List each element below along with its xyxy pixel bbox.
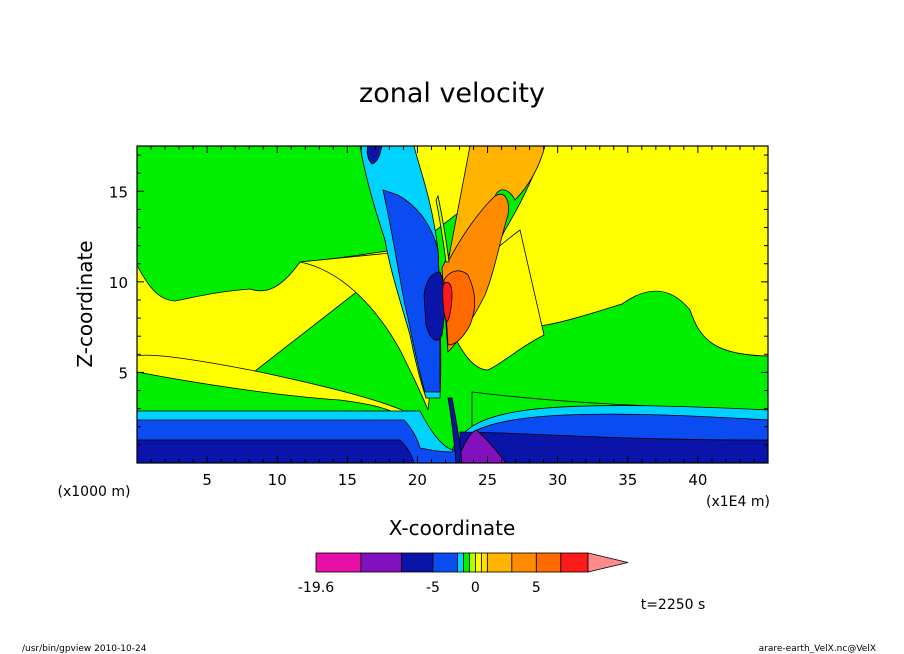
region-darkblue-bottom (137, 439, 415, 463)
colorbar-extend-arrow (587, 552, 629, 573)
region-darkblue-plume-top (366, 146, 383, 165)
colorbar-label: 0 (471, 580, 480, 596)
plot-frame (136, 145, 769, 464)
colorbar-swatch (474, 552, 482, 573)
x-tick-label: 20 (408, 471, 427, 489)
region-blue-plume (382, 189, 441, 393)
colorbar-swatch (560, 552, 589, 573)
region-lightgreen-streak (435, 194, 450, 263)
x-tick-label: 40 (688, 471, 707, 489)
y-axis-label: Z-coordinate (73, 240, 97, 367)
colorbar-swatch (315, 552, 362, 573)
region-red-core (442, 281, 453, 323)
x-tick-label: 5 (202, 471, 212, 489)
x-tick-label: 10 (268, 471, 287, 489)
colorbar-swatch (463, 552, 470, 573)
colorbar-swatch (535, 552, 562, 573)
region-darkblue-column (447, 397, 463, 463)
footer-left: /usr/bin/gpview 2010-10-24 (22, 644, 147, 654)
x-tick-label: 15 (338, 471, 357, 489)
footer-right: arare-earth_VelX.nc@VelX (759, 644, 876, 654)
z-unit-label: (x1000 m) (58, 484, 131, 500)
y-tick-label: 5 (118, 364, 128, 382)
colorbar: -19.6 -5 0 5 (298, 552, 629, 596)
x-unit-label: (x1E4 m) (706, 494, 770, 510)
y-tick-label: 15 (109, 183, 128, 201)
colorbar-swatch (401, 552, 434, 573)
colorbar-swatch (360, 552, 403, 573)
colorbar-swatch (486, 552, 513, 573)
colorbar-swatch (469, 552, 476, 573)
colorbar-swatch (432, 552, 458, 573)
time-label: t=2250 s (641, 597, 706, 613)
plot-area (137, 146, 768, 463)
chart-title: zonal velocity (359, 78, 545, 109)
region-lightorange-plume (447, 146, 546, 263)
region-purple-bottom (455, 429, 507, 463)
x-tick-label: 35 (618, 471, 637, 489)
y-tick-label: 10 (109, 274, 128, 292)
colorbar-label: -5 (426, 580, 440, 596)
x-tick-label: 30 (548, 471, 567, 489)
colorbar-swatch (457, 552, 464, 573)
axis-ticks: 5 10 15 20 25 30 35 40 5 10 15 (109, 146, 769, 489)
x-axis-label: X-coordinate (389, 516, 516, 540)
colorbar-swatch (511, 552, 537, 573)
colorbar-label: 5 (532, 580, 541, 596)
x-tick-label: 25 (478, 471, 497, 489)
colorbar-swatch (480, 552, 488, 573)
colorbar-label: -19.6 (298, 580, 334, 596)
